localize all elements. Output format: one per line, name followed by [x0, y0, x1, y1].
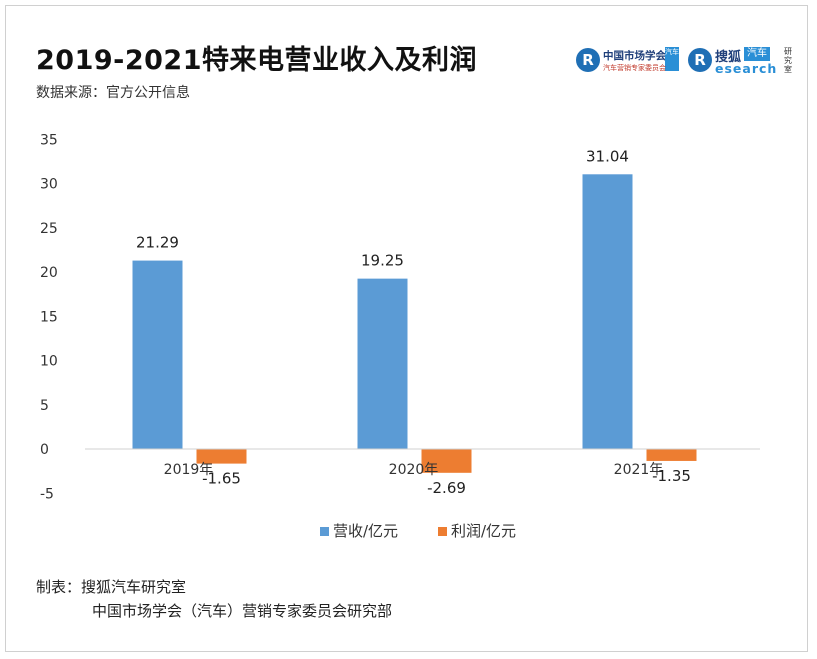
cms-logo-badge: 汽车: [665, 47, 679, 71]
y-tick-label: 35: [40, 132, 58, 148]
logo-area: R 中国市场学会 汽车 汽车营销专家委员会 R 搜狐 汽车 esearch 研究…: [576, 44, 796, 84]
legend: 营收/亿元 利润/亿元: [320, 522, 516, 540]
profit-bar: [196, 449, 247, 464]
sohu-logo-lab: 研究室: [784, 47, 792, 74]
profit-data-label: -1.35: [652, 467, 691, 485]
revenue-bar: [357, 278, 408, 449]
legend-swatch-profit: [438, 527, 447, 536]
cms-logo: R 中国市场学会 汽车 汽车营销专家委员会: [576, 44, 688, 80]
data-labels: 21.29 -1.65 19.25 -2.69 31.04 -1.35: [136, 147, 691, 497]
profit-data-label: -2.69: [427, 479, 466, 497]
footer-credit-org: 中国市场学会（汽车）营销专家委员会研究部: [92, 602, 393, 620]
legend-label-revenue: 营收/亿元: [333, 522, 398, 540]
y-tick-label: -5: [40, 486, 54, 502]
y-tick-label: 25: [40, 221, 58, 237]
revenue-bar: [582, 174, 633, 449]
sohu-research-logo: R 搜狐 汽车 esearch 研究室: [688, 44, 796, 80]
cms-logo-mark-icon: R: [576, 48, 600, 72]
sohu-logo-mark-icon: R: [688, 48, 712, 72]
legend-label-profit: 利润/亿元: [451, 522, 516, 540]
y-tick-label: 20: [40, 265, 58, 281]
revenue-bar: [132, 260, 183, 449]
y-tick-label: 0: [40, 442, 49, 458]
profit-bar: [646, 449, 697, 461]
footer-credit: 制表：搜狐汽车研究室: [36, 578, 187, 596]
sohu-logo-research: esearch: [715, 61, 778, 76]
y-tick-label: 30: [40, 177, 58, 193]
profit-bar: [421, 449, 472, 473]
cms-logo-name: 中国市场学会: [603, 50, 666, 62]
chart-frame: [5, 5, 808, 652]
revenue-data-label: 19.25: [361, 252, 404, 270]
y-tick-label: 15: [40, 309, 58, 325]
sohu-logo-name: 搜狐: [715, 50, 742, 65]
x-tick-label: 2020年: [389, 462, 439, 478]
x-axis: 2019年 2020年 2021年: [85, 448, 760, 478]
x-tick-label: 2019年: [164, 462, 214, 478]
y-axis: 35 30 25 20 15 10 5 0 -5: [40, 132, 58, 502]
revenue-data-label: 21.29: [136, 234, 179, 252]
sohu-logo-auto-badge: 汽车: [744, 47, 770, 61]
y-tick-label: 10: [40, 354, 58, 370]
y-tick-label: 5: [40, 398, 49, 414]
cms-logo-tagline: 汽车营销专家委员会: [603, 64, 666, 72]
chart-title: 2019-2021特来电营业收入及利润: [36, 45, 477, 76]
profit-data-label: -1.65: [202, 470, 241, 488]
legend-swatch-revenue: [320, 527, 329, 536]
x-tick-label: 2021年: [614, 462, 664, 478]
revenue-data-label: 31.04: [586, 147, 629, 165]
data-source-note: 数据来源：官方公开信息: [36, 85, 190, 101]
bars: [132, 174, 697, 473]
